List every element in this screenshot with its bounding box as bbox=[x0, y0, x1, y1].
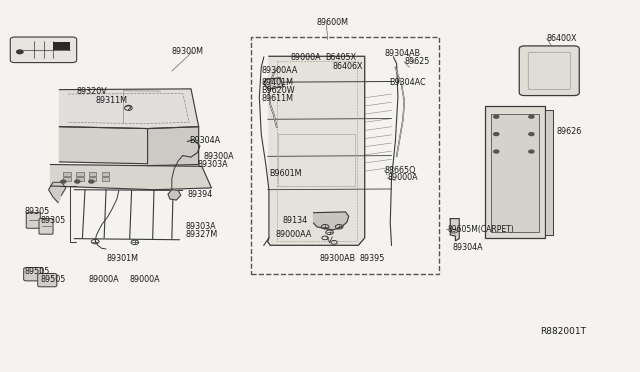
Circle shape bbox=[89, 180, 94, 183]
Bar bbox=[102, 177, 109, 181]
Text: 89505: 89505 bbox=[40, 275, 66, 284]
Circle shape bbox=[529, 150, 534, 153]
Polygon shape bbox=[60, 127, 148, 164]
Circle shape bbox=[529, 115, 534, 118]
Circle shape bbox=[17, 50, 23, 54]
Polygon shape bbox=[49, 182, 66, 203]
Bar bbox=[63, 177, 71, 181]
Text: 89000A: 89000A bbox=[130, 275, 160, 284]
Polygon shape bbox=[60, 89, 198, 129]
FancyBboxPatch shape bbox=[38, 273, 57, 287]
FancyBboxPatch shape bbox=[24, 267, 43, 281]
FancyBboxPatch shape bbox=[39, 219, 53, 234]
Circle shape bbox=[61, 180, 66, 183]
Text: 89611M: 89611M bbox=[261, 94, 293, 103]
Bar bbox=[491, 114, 539, 232]
Text: 89134: 89134 bbox=[283, 216, 308, 225]
Text: 89327M: 89327M bbox=[186, 230, 218, 240]
Text: 89304A: 89304A bbox=[453, 243, 483, 251]
Polygon shape bbox=[51, 164, 211, 190]
Bar bbox=[251, 37, 440, 274]
Polygon shape bbox=[268, 56, 365, 245]
Bar bbox=[53, 42, 70, 49]
Bar bbox=[545, 110, 553, 235]
Text: 89626: 89626 bbox=[556, 126, 582, 136]
FancyBboxPatch shape bbox=[26, 213, 40, 228]
Bar bbox=[102, 172, 109, 176]
Text: 89600M: 89600M bbox=[316, 19, 348, 28]
Text: 89394: 89394 bbox=[187, 190, 212, 199]
Polygon shape bbox=[314, 212, 349, 230]
Text: 89305: 89305 bbox=[25, 207, 50, 216]
Text: 89300M: 89300M bbox=[172, 47, 204, 56]
Text: 89625: 89625 bbox=[404, 57, 429, 66]
Text: 89000A: 89000A bbox=[89, 275, 120, 284]
Text: 89395: 89395 bbox=[360, 254, 385, 263]
Polygon shape bbox=[451, 219, 460, 241]
Polygon shape bbox=[148, 127, 198, 166]
Text: 89303A: 89303A bbox=[197, 160, 228, 169]
Bar bbox=[89, 177, 97, 181]
Circle shape bbox=[493, 115, 499, 118]
Bar bbox=[484, 106, 545, 238]
Text: 89301M: 89301M bbox=[106, 254, 138, 263]
Text: 86406X: 86406X bbox=[333, 62, 364, 71]
FancyBboxPatch shape bbox=[519, 46, 579, 96]
Bar bbox=[76, 177, 84, 181]
Text: B9620W: B9620W bbox=[261, 86, 295, 95]
Text: 89303A: 89303A bbox=[186, 222, 216, 231]
Bar bbox=[63, 172, 71, 176]
Text: 89000AA: 89000AA bbox=[275, 230, 312, 240]
Text: 89000A: 89000A bbox=[387, 173, 418, 182]
Text: 89304AB: 89304AB bbox=[385, 49, 420, 58]
Text: 89311M: 89311M bbox=[95, 96, 127, 105]
Text: 89320V: 89320V bbox=[76, 87, 107, 96]
Text: B6405X: B6405X bbox=[325, 52, 356, 61]
Text: 89401M: 89401M bbox=[261, 78, 293, 87]
Text: 89300AA: 89300AA bbox=[261, 66, 298, 75]
FancyBboxPatch shape bbox=[10, 37, 77, 62]
Circle shape bbox=[493, 150, 499, 153]
Text: 89300A: 89300A bbox=[204, 152, 234, 161]
Text: 88665Q: 88665Q bbox=[385, 166, 416, 175]
Polygon shape bbox=[168, 190, 180, 200]
Bar bbox=[76, 172, 84, 176]
Polygon shape bbox=[264, 78, 283, 89]
Bar bbox=[89, 172, 97, 176]
Text: 89605M(CARPET): 89605M(CARPET) bbox=[448, 225, 515, 234]
Text: B9304AC: B9304AC bbox=[389, 78, 426, 87]
Text: 89300AB: 89300AB bbox=[320, 254, 356, 263]
Text: 89000A: 89000A bbox=[291, 52, 321, 61]
Text: 86400X: 86400X bbox=[547, 34, 577, 43]
Text: R882001T: R882001T bbox=[540, 327, 586, 336]
Text: 89305: 89305 bbox=[40, 216, 65, 225]
Circle shape bbox=[529, 133, 534, 136]
Text: B9601M: B9601M bbox=[269, 169, 301, 177]
Circle shape bbox=[493, 133, 499, 136]
Text: B9304A: B9304A bbox=[189, 136, 220, 145]
Text: 89505: 89505 bbox=[25, 267, 51, 276]
Circle shape bbox=[75, 180, 80, 183]
